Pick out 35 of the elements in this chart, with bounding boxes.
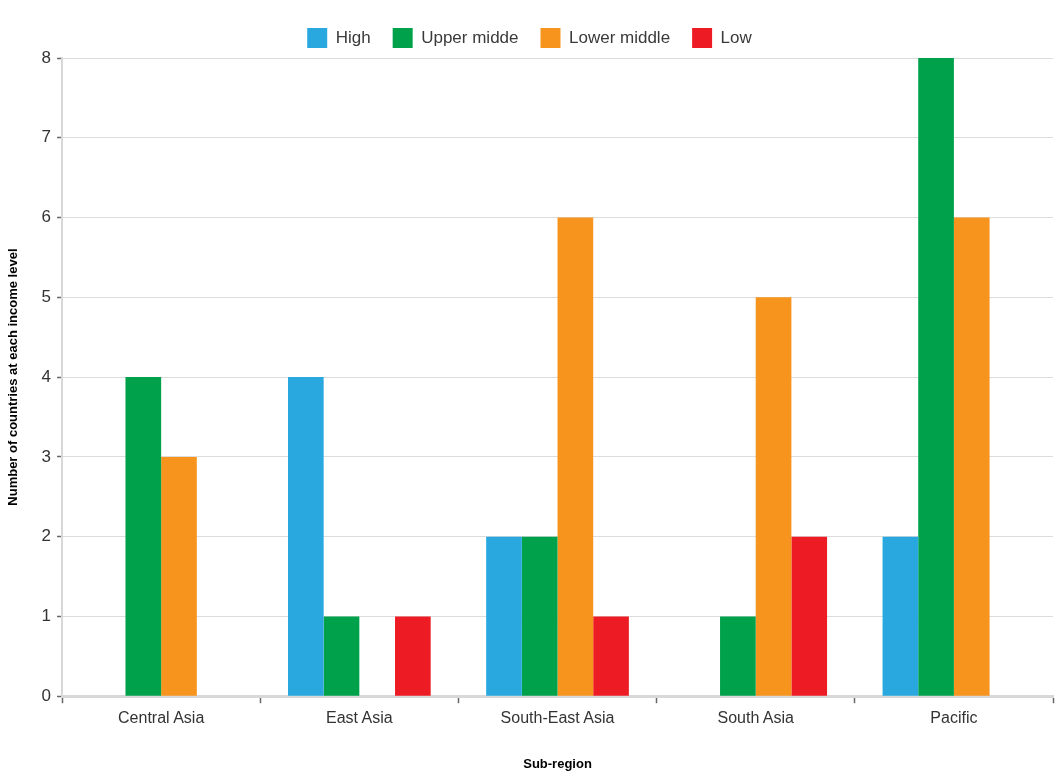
x-axis-title: Sub-region	[523, 755, 592, 771]
bar	[557, 217, 594, 696]
y-tick-label: 0	[41, 685, 52, 705]
y-tick-label: 3	[41, 446, 52, 466]
x-tick-label: Central Asia	[118, 709, 205, 727]
legend-label: Low	[720, 27, 753, 47]
y-tick-label: 7	[41, 127, 52, 147]
bar	[323, 616, 360, 696]
y-axis-title: Number of countries at each income level	[5, 248, 21, 506]
x-tick-label: East Asia	[325, 709, 393, 727]
y-tick-label: 4	[41, 366, 52, 386]
y-tick-label: 5	[41, 287, 52, 307]
bar	[287, 377, 324, 696]
bar	[755, 297, 792, 696]
bar	[720, 616, 756, 696]
y-tick-label: 6	[41, 207, 52, 227]
legend-label: Lower middle	[569, 27, 671, 47]
bar	[521, 536, 558, 696]
x-tick-label: South Asia	[717, 709, 795, 727]
y-tick-label: 8	[41, 47, 52, 67]
bar	[791, 536, 828, 696]
legend-label: Upper midde	[421, 27, 519, 47]
y-tick-label: 2	[41, 526, 52, 546]
bar	[486, 536, 522, 696]
bar	[161, 456, 197, 696]
bar	[882, 536, 919, 696]
x-tick-label: Pacific	[930, 709, 978, 727]
y-tick-label: 1	[41, 606, 52, 626]
legend-label: High	[335, 27, 371, 47]
bar	[125, 377, 162, 696]
bar	[953, 217, 990, 696]
x-tick-label: South-East Asia	[500, 709, 615, 727]
bar	[395, 616, 431, 696]
bar	[918, 58, 954, 696]
bar	[593, 616, 629, 696]
